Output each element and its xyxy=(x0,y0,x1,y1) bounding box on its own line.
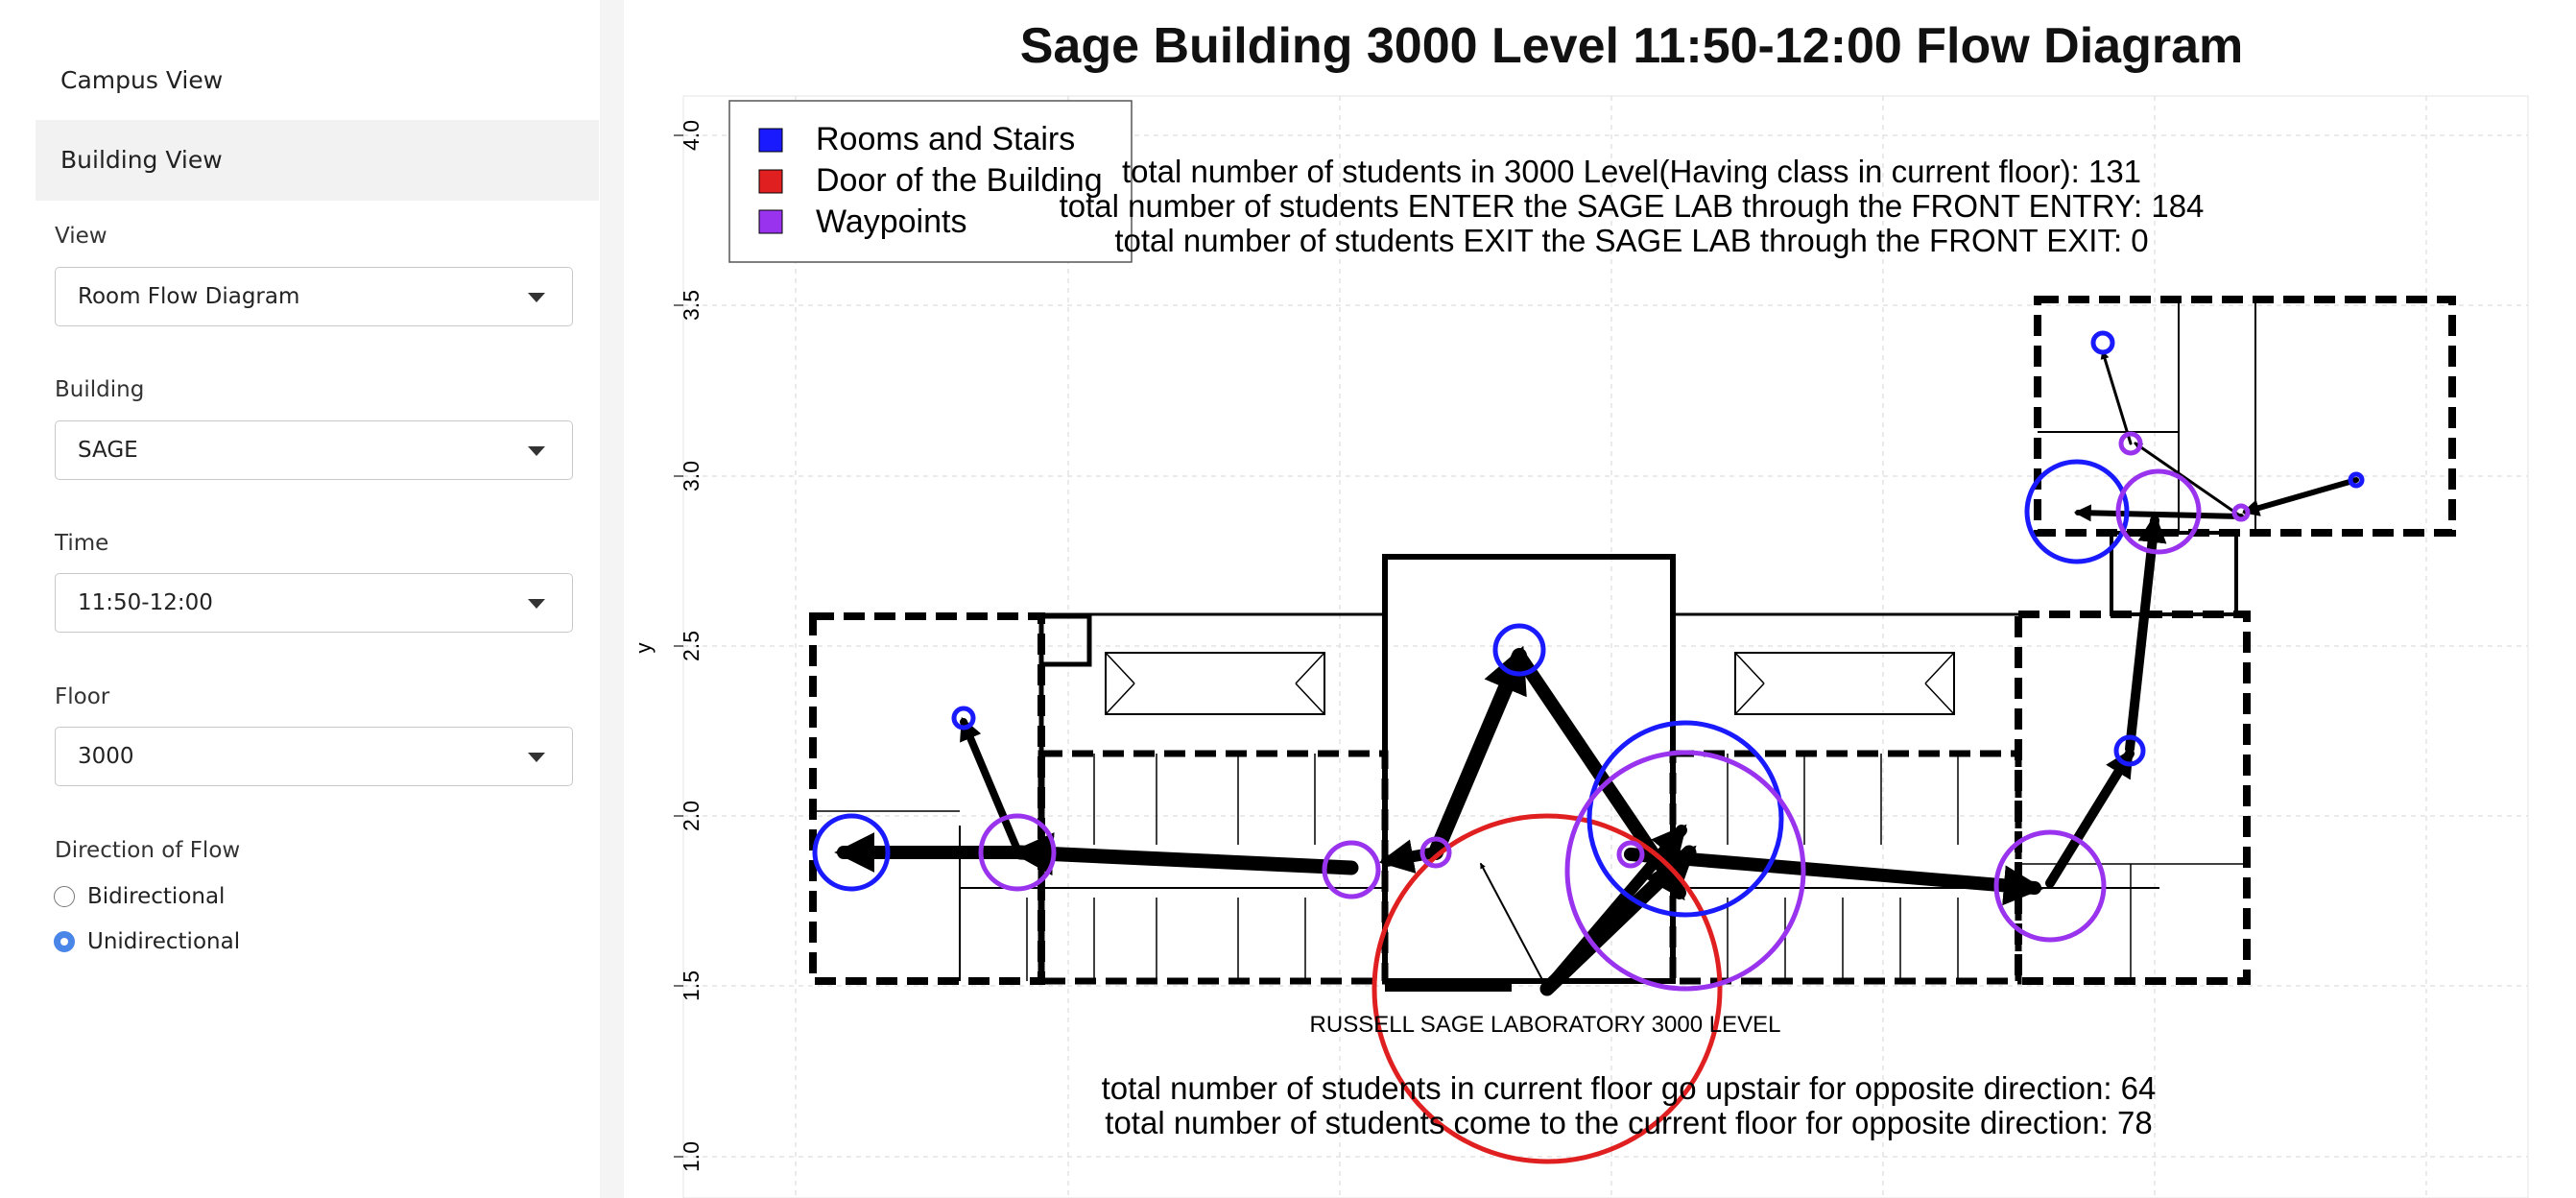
nav-campus-view[interactable]: Campus View xyxy=(60,66,224,94)
legend-box xyxy=(728,100,1133,263)
room-node xyxy=(2113,734,2146,767)
room-node xyxy=(1492,623,1546,677)
y-tick-label: 1.5 xyxy=(679,970,704,1001)
building-door-node xyxy=(1371,813,1723,1164)
legend: Rooms and Stairs Door of the Building Wa… xyxy=(728,100,1133,263)
y-tick-label: 3.5 xyxy=(679,290,704,321)
node-circles xyxy=(812,330,2365,1164)
view-label: View xyxy=(55,224,107,249)
plot-title: Sage Building 3000 Level 11:50-12:00 Flo… xyxy=(1019,18,2244,74)
chevron-down-icon xyxy=(528,753,545,762)
stats-line: total number of students EXIT the SAGE L… xyxy=(1114,223,2148,258)
floor-select[interactable]: 3000 xyxy=(55,727,573,786)
waypoint-node xyxy=(2115,468,2202,555)
building-label: Building xyxy=(55,377,145,402)
stairs-node xyxy=(2024,459,2130,564)
waypoint-node xyxy=(2118,431,2143,456)
chevron-down-icon xyxy=(528,599,545,609)
radio-circle-icon[interactable] xyxy=(54,886,75,907)
legend-swatch xyxy=(758,209,783,234)
room-node xyxy=(812,813,891,892)
y-tick-label: 2.5 xyxy=(679,631,704,661)
y-tick-label: 4.0 xyxy=(679,120,704,151)
legend-label: Door of the Building xyxy=(816,162,1103,199)
building-select-value: SAGE xyxy=(78,438,138,463)
floor-select-value: 3000 xyxy=(78,744,134,769)
building-select[interactable]: SAGE xyxy=(55,420,573,480)
legend-label: Waypoints xyxy=(816,204,966,240)
sidebar-scrollbar[interactable] xyxy=(600,0,624,1198)
view-select-value: Room Flow Diagram xyxy=(78,284,300,309)
floor-label: Floor xyxy=(55,684,110,709)
waypoint-node xyxy=(2231,503,2251,522)
plot-panel xyxy=(682,95,2529,1198)
room-node xyxy=(2090,330,2115,355)
stats-line: total number of students come to the cur… xyxy=(1105,1105,2152,1140)
y-tick-label: 3.0 xyxy=(679,461,704,491)
flow-arrows xyxy=(834,349,2359,996)
sidebar: Campus View Building View View Room Flow… xyxy=(0,0,624,1198)
waypoint-node xyxy=(1993,829,2107,943)
flow-diagram: 1.0 1.5 2.0 2.5 3.0 3.5 4.0 y xyxy=(632,95,2529,1198)
waypoint-node xyxy=(1419,836,1452,869)
chevron-down-icon xyxy=(528,446,545,456)
time-select[interactable]: 11:50-12:00 xyxy=(55,573,573,633)
y-tick-label: 2.0 xyxy=(679,801,704,831)
y-tick-label: 1.0 xyxy=(679,1141,704,1172)
direction-label: Direction of Flow xyxy=(55,838,241,863)
chevron-down-icon xyxy=(528,293,545,302)
time-select-value: 11:50-12:00 xyxy=(78,590,213,615)
legend-swatch xyxy=(758,169,783,194)
stairs-node xyxy=(1586,720,1784,918)
y-axis: 1.0 1.5 2.0 2.5 3.0 3.5 4.0 y xyxy=(632,120,704,1172)
room-node xyxy=(2348,471,2365,489)
legend-label: Rooms and Stairs xyxy=(816,121,1075,157)
waypoint-node xyxy=(1616,840,1645,869)
floor-plan-label: RUSSELL SAGE LABORATORY 3000 LEVEL xyxy=(1310,1012,1781,1038)
grid-lines xyxy=(683,96,2528,1198)
radio-label: Bidirectional xyxy=(87,884,226,909)
stats-line: total number of students ENTER the SAGE … xyxy=(1060,188,2205,224)
legend-swatch xyxy=(758,128,783,153)
waypoint-node xyxy=(1322,840,1381,899)
stats-line: total number of students in 3000 Level(H… xyxy=(1122,154,2141,189)
stats-line: total number of students in current floo… xyxy=(1102,1070,2157,1106)
waypoint-node xyxy=(978,813,1057,892)
annotations: total number of students in 3000 Level(H… xyxy=(1060,154,2205,1140)
room-node xyxy=(951,706,976,731)
time-label: Time xyxy=(55,531,109,556)
radio-label: Unidirectional xyxy=(87,929,241,954)
nav-building-view[interactable]: Building View xyxy=(36,120,599,201)
y-axis-label: y xyxy=(632,643,656,654)
waypoint-node xyxy=(1564,750,1806,992)
view-select[interactable]: Room Flow Diagram xyxy=(55,267,573,326)
radio-checked-icon[interactable] xyxy=(54,931,75,952)
